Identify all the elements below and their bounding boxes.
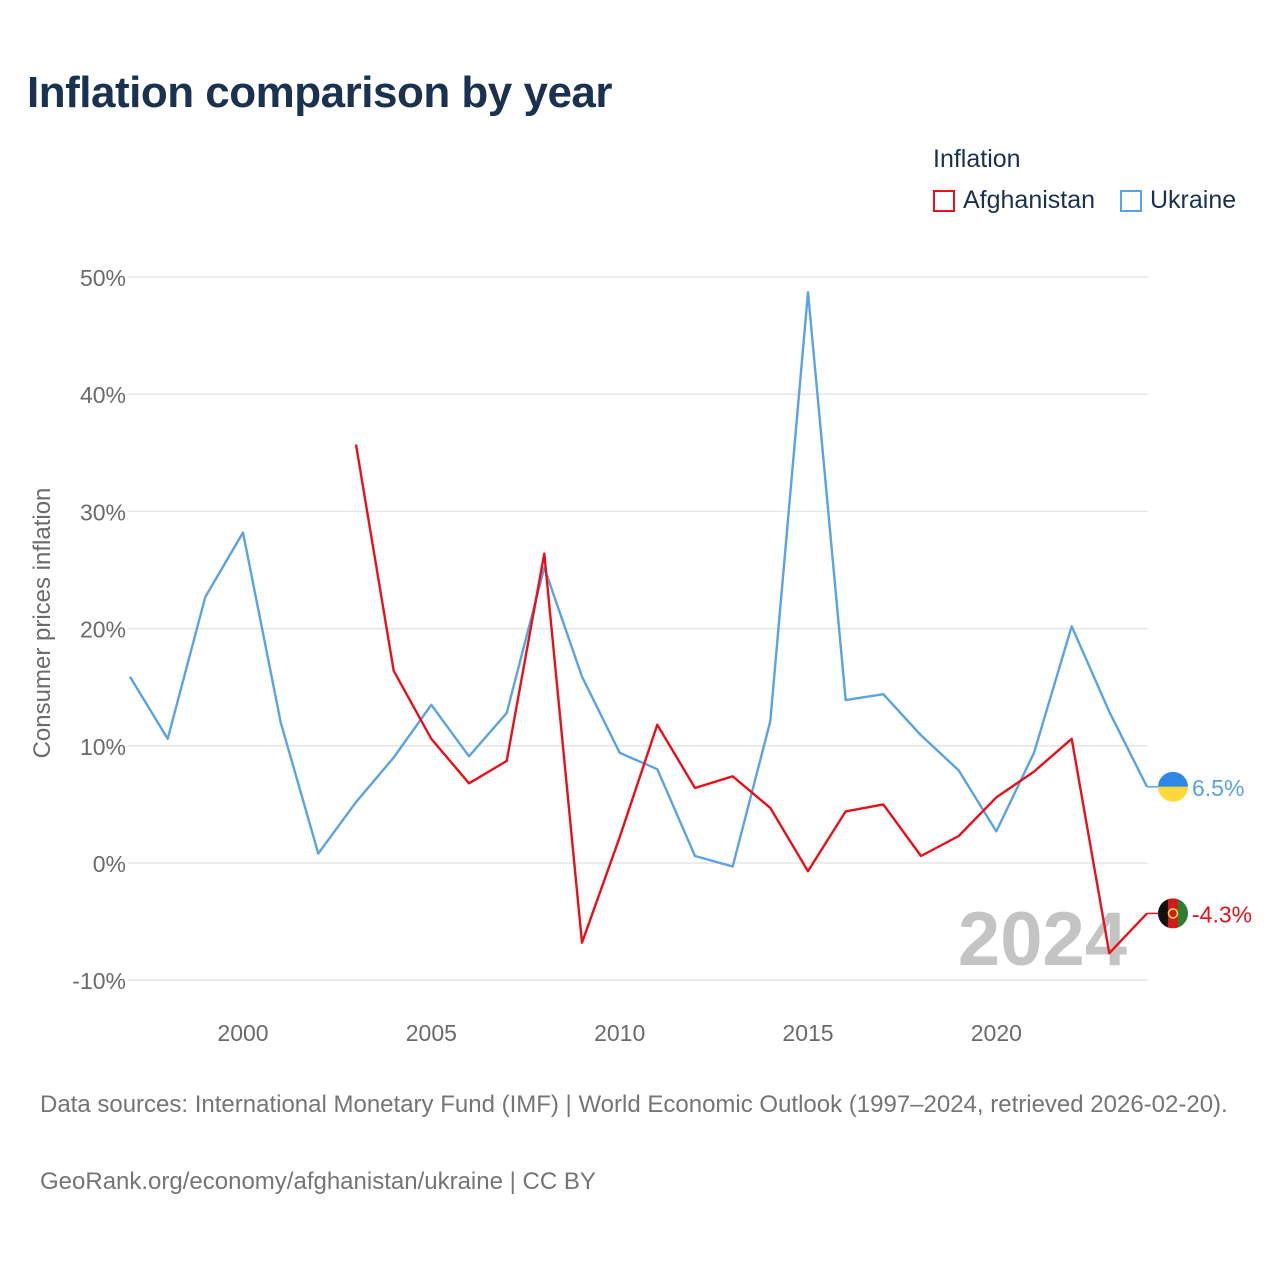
legend-label-afghanistan: Afghanistan xyxy=(963,186,1096,214)
y-tick-label: 30% xyxy=(80,499,126,525)
afghanistan-emblem-icon xyxy=(1167,908,1179,919)
afghanistan-flag-icon-middle xyxy=(1168,898,1178,929)
y-tick-label: 0% xyxy=(93,851,126,877)
legend-label-ukraine: Ukraine xyxy=(1150,186,1237,214)
end-value-label-afghanistan: -4.3% xyxy=(1192,901,1252,927)
footer-attribution: GeoRank.org/economy/afghanistan/ukraine … xyxy=(40,1168,596,1195)
afghanistan-flag-icon xyxy=(1158,898,1168,929)
y-tick-label: 10% xyxy=(80,734,126,760)
ukraine-flag-icon-lower xyxy=(1158,786,1188,802)
year-watermark: 2024 xyxy=(958,897,1127,982)
y-tick-label: 40% xyxy=(80,382,126,408)
ukraine-flag-icon xyxy=(1158,771,1188,787)
legend-item-ukraine[interactable]: Ukraine xyxy=(1120,186,1236,215)
chart-title: Inflation comparison by year xyxy=(27,68,613,117)
y-tick-label: 50% xyxy=(80,265,126,291)
y-tick-label: 20% xyxy=(80,617,126,643)
x-tick-label: 2010 xyxy=(594,1020,645,1046)
x-tick-label: 2020 xyxy=(971,1020,1022,1046)
afghanistan-flag-icon-right xyxy=(1178,898,1188,929)
x-tick-label: 2015 xyxy=(782,1020,833,1046)
legend-title: Inflation xyxy=(933,145,1021,173)
legend-swatch-afghanistan xyxy=(933,189,955,212)
end-value-label-ukraine: 6.5% xyxy=(1192,775,1244,801)
legend-item-afghanistan[interactable]: Afghanistan xyxy=(933,186,1095,215)
legend-swatch-ukraine xyxy=(1120,189,1142,212)
series-line-ukraine xyxy=(128,291,1149,868)
x-tick-label: 2000 xyxy=(217,1020,268,1046)
x-tick-label: 2005 xyxy=(406,1020,457,1046)
series-line-afghanistan xyxy=(354,444,1148,955)
y-tick-label: -10% xyxy=(72,968,126,994)
footer-sources: Data sources: International Monetary Fun… xyxy=(40,1091,1228,1118)
line-chart: -10% 0% 10% 20% 30% 40% 50% 2000 2005 2010 2015 202… xyxy=(72,265,1252,1046)
